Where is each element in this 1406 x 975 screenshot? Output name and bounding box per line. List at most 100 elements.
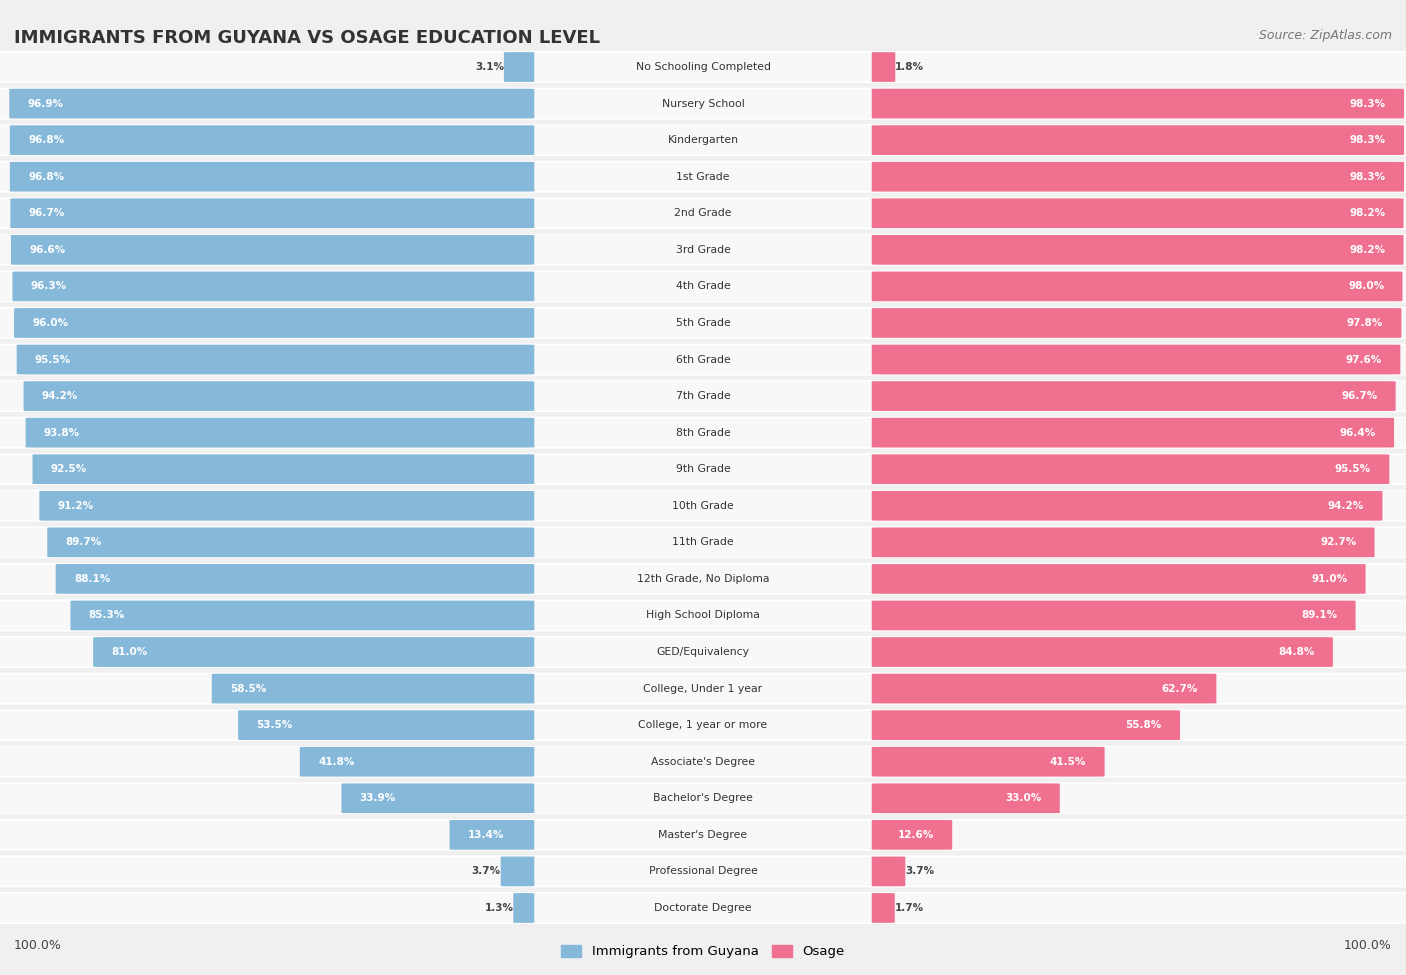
FancyBboxPatch shape	[13, 271, 534, 301]
Text: 2nd Grade: 2nd Grade	[675, 209, 731, 218]
Text: 96.9%: 96.9%	[28, 98, 63, 108]
Text: High School Diploma: High School Diploma	[647, 610, 759, 620]
FancyBboxPatch shape	[0, 235, 1406, 265]
Text: 6th Grade: 6th Grade	[676, 355, 730, 365]
FancyBboxPatch shape	[0, 674, 1406, 704]
FancyBboxPatch shape	[872, 308, 1402, 338]
FancyBboxPatch shape	[0, 820, 1406, 850]
FancyBboxPatch shape	[0, 198, 1406, 228]
FancyBboxPatch shape	[872, 601, 1355, 630]
Text: 93.8%: 93.8%	[44, 428, 80, 438]
Text: 12th Grade, No Diploma: 12th Grade, No Diploma	[637, 574, 769, 584]
Text: IMMIGRANTS FROM GUYANA VS OSAGE EDUCATION LEVEL: IMMIGRANTS FROM GUYANA VS OSAGE EDUCATIO…	[14, 29, 600, 47]
FancyBboxPatch shape	[872, 638, 1333, 667]
Text: 85.3%: 85.3%	[89, 610, 125, 620]
FancyBboxPatch shape	[238, 710, 534, 740]
Text: 13.4%: 13.4%	[468, 830, 505, 839]
FancyBboxPatch shape	[10, 162, 534, 191]
Text: Professional Degree: Professional Degree	[648, 867, 758, 877]
FancyBboxPatch shape	[299, 747, 534, 776]
FancyBboxPatch shape	[0, 308, 1406, 338]
Text: 3rd Grade: 3rd Grade	[675, 245, 731, 254]
FancyBboxPatch shape	[0, 162, 1406, 192]
Text: 91.2%: 91.2%	[58, 501, 94, 511]
Text: 94.2%: 94.2%	[42, 391, 79, 401]
Text: 12.6%: 12.6%	[897, 830, 934, 839]
FancyBboxPatch shape	[0, 637, 1406, 667]
FancyBboxPatch shape	[0, 271, 1406, 301]
FancyBboxPatch shape	[10, 125, 534, 155]
Text: 89.1%: 89.1%	[1301, 610, 1337, 620]
FancyBboxPatch shape	[872, 417, 1395, 448]
FancyBboxPatch shape	[0, 417, 1406, 448]
Text: Source: ZipAtlas.com: Source: ZipAtlas.com	[1258, 29, 1392, 42]
FancyBboxPatch shape	[872, 454, 1389, 485]
Text: 7th Grade: 7th Grade	[676, 391, 730, 401]
FancyBboxPatch shape	[872, 710, 1180, 740]
Text: 3.7%: 3.7%	[905, 867, 935, 877]
Text: 3.7%: 3.7%	[471, 867, 501, 877]
FancyBboxPatch shape	[0, 783, 1406, 813]
FancyBboxPatch shape	[872, 674, 1216, 704]
FancyBboxPatch shape	[0, 856, 1406, 886]
Text: Associate's Degree: Associate's Degree	[651, 757, 755, 766]
Text: 98.3%: 98.3%	[1350, 98, 1386, 108]
Text: 84.8%: 84.8%	[1278, 647, 1315, 657]
FancyBboxPatch shape	[70, 601, 534, 630]
Text: 98.0%: 98.0%	[1348, 282, 1384, 292]
FancyBboxPatch shape	[11, 235, 534, 264]
FancyBboxPatch shape	[10, 199, 534, 228]
FancyBboxPatch shape	[14, 308, 534, 338]
Text: 98.2%: 98.2%	[1350, 209, 1385, 218]
Text: 9th Grade: 9th Grade	[676, 464, 730, 474]
Text: 55.8%: 55.8%	[1125, 721, 1161, 730]
FancyBboxPatch shape	[48, 527, 534, 557]
Text: 3.1%: 3.1%	[475, 62, 503, 72]
Text: GED/Equivalency: GED/Equivalency	[657, 647, 749, 657]
FancyBboxPatch shape	[32, 454, 534, 485]
FancyBboxPatch shape	[0, 344, 1406, 374]
Text: 41.8%: 41.8%	[318, 757, 354, 766]
FancyBboxPatch shape	[93, 638, 534, 667]
FancyBboxPatch shape	[872, 381, 1396, 411]
Text: 5th Grade: 5th Grade	[676, 318, 730, 328]
FancyBboxPatch shape	[39, 491, 534, 521]
Text: Master's Degree: Master's Degree	[658, 830, 748, 839]
FancyBboxPatch shape	[872, 52, 896, 82]
Text: 97.8%: 97.8%	[1347, 318, 1384, 328]
FancyBboxPatch shape	[342, 784, 534, 813]
FancyBboxPatch shape	[872, 235, 1403, 264]
Text: Kindergarten: Kindergarten	[668, 136, 738, 145]
FancyBboxPatch shape	[0, 125, 1406, 155]
FancyBboxPatch shape	[872, 893, 894, 922]
Text: Nursery School: Nursery School	[662, 98, 744, 108]
FancyBboxPatch shape	[872, 527, 1375, 557]
Text: College, 1 year or more: College, 1 year or more	[638, 721, 768, 730]
FancyBboxPatch shape	[872, 491, 1382, 521]
FancyBboxPatch shape	[501, 856, 534, 886]
FancyBboxPatch shape	[0, 527, 1406, 558]
Legend: Immigrants from Guyana, Osage: Immigrants from Guyana, Osage	[557, 940, 849, 963]
Text: 98.3%: 98.3%	[1350, 172, 1386, 181]
Text: 95.5%: 95.5%	[1334, 464, 1371, 474]
FancyBboxPatch shape	[503, 52, 534, 82]
FancyBboxPatch shape	[56, 564, 534, 594]
Text: 96.7%: 96.7%	[1341, 391, 1378, 401]
Text: College, Under 1 year: College, Under 1 year	[644, 683, 762, 693]
Text: 33.0%: 33.0%	[1005, 794, 1042, 803]
Text: 96.0%: 96.0%	[32, 318, 69, 328]
Text: 100.0%: 100.0%	[14, 939, 62, 953]
Text: 53.5%: 53.5%	[256, 721, 292, 730]
FancyBboxPatch shape	[0, 490, 1406, 521]
Text: 1.8%: 1.8%	[896, 62, 924, 72]
Text: 92.5%: 92.5%	[51, 464, 87, 474]
Text: 62.7%: 62.7%	[1161, 683, 1198, 693]
FancyBboxPatch shape	[0, 52, 1406, 82]
Text: 98.2%: 98.2%	[1350, 245, 1385, 254]
Text: 4th Grade: 4th Grade	[676, 282, 730, 292]
FancyBboxPatch shape	[212, 674, 534, 704]
FancyBboxPatch shape	[0, 601, 1406, 631]
Text: 58.5%: 58.5%	[231, 683, 266, 693]
FancyBboxPatch shape	[0, 893, 1406, 923]
Text: 33.9%: 33.9%	[360, 794, 396, 803]
